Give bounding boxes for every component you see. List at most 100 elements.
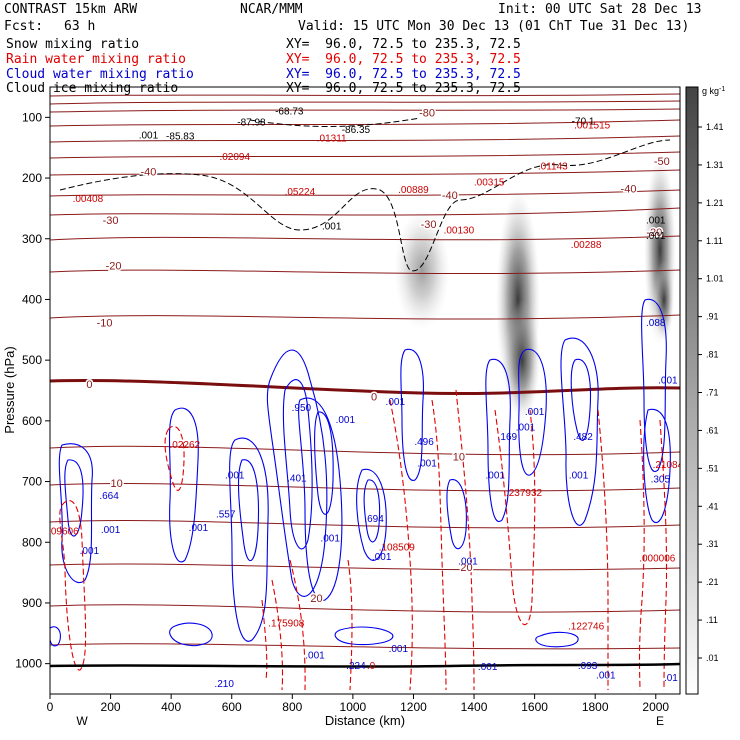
temperature-label: -40 bbox=[442, 190, 458, 202]
extremum-label: .001 bbox=[225, 470, 245, 481]
y-tick-label: 900 bbox=[22, 596, 42, 610]
extremum-label: -70.1 bbox=[572, 116, 595, 127]
x-tick-label: 2000 bbox=[642, 700, 669, 714]
extremum-label: .05224 bbox=[285, 187, 316, 198]
temperature-label: -80 bbox=[419, 107, 435, 119]
temperature-label: -20 bbox=[646, 227, 662, 239]
colorbar-tick-label: .91 bbox=[706, 312, 719, 322]
colorbar-tick-label: .61 bbox=[706, 425, 719, 435]
y-tick-label: 600 bbox=[22, 414, 42, 428]
extremum-label: .108509 bbox=[379, 542, 416, 553]
extremum-label: .950 bbox=[292, 403, 312, 414]
extremum-label: .694 bbox=[364, 514, 384, 525]
snow-shading bbox=[394, 155, 676, 420]
x-tick-label: 200 bbox=[101, 700, 121, 714]
extremum-label: .21084 bbox=[653, 460, 684, 471]
x-tick-label: 1400 bbox=[461, 700, 488, 714]
temperature-label: -10 bbox=[97, 318, 113, 330]
colorbar: 1.41 1.31 1.21 1.11 1.01 .91 .81 .71 .61 .51 .41 .3… bbox=[685, 86, 725, 695]
field-xy-snow: XY= 96.0, 72.5 to 235.3, 72.5 bbox=[286, 37, 521, 52]
colorbar-tick-label: .71 bbox=[706, 388, 719, 398]
colorbar-tick-label: 1.31 bbox=[706, 160, 724, 170]
extremum-label: .088 bbox=[646, 318, 666, 329]
y-tick-label: 200 bbox=[22, 171, 42, 185]
extremum-label: .122746 bbox=[568, 621, 605, 632]
extremum-label: .001 bbox=[320, 533, 340, 544]
extremum-label: .001 bbox=[458, 556, 478, 567]
extremum-label: .305 bbox=[651, 475, 671, 486]
cloud-ice-contour bbox=[59, 139, 671, 272]
x-tick-label: 0 bbox=[47, 700, 54, 714]
colorbar-units: g kg-1 bbox=[702, 86, 725, 96]
colorbar-tick-label: 1.01 bbox=[706, 274, 724, 284]
temperature-label: -20 bbox=[106, 260, 122, 272]
extremum-label: .001 bbox=[417, 459, 437, 470]
extremum-label: .001 bbox=[478, 662, 498, 673]
field-name-cloud-water: Cloud water mixing ratio bbox=[6, 67, 194, 82]
forecast-hours: 63 h bbox=[64, 19, 96, 34]
extremum-label: .001 bbox=[386, 397, 406, 408]
extremum-label: -85.83 bbox=[166, 132, 195, 143]
extremum-label: .00889 bbox=[398, 185, 429, 196]
x-tick-label: 800 bbox=[282, 700, 302, 714]
colorbar-tick-label: .41 bbox=[706, 501, 719, 511]
extremum-label: .001 bbox=[646, 231, 666, 242]
extremum-label: .175908 bbox=[268, 618, 305, 629]
x-tick-label: 400 bbox=[161, 700, 181, 714]
y-tick-label: 300 bbox=[22, 232, 42, 246]
y-tick-label: 400 bbox=[22, 292, 42, 306]
extremum-label: .0 bbox=[367, 661, 376, 672]
extremum-label: .093 bbox=[578, 661, 598, 672]
temperature-label: -40 bbox=[621, 183, 637, 195]
field-xy-cloud-water: XY= 96.0, 72.5 to 235.3, 72.5 bbox=[286, 67, 521, 82]
extremum-label: .01143 bbox=[538, 161, 568, 172]
temperature-label: 0 bbox=[86, 379, 92, 391]
extremum-label: .001 bbox=[336, 415, 356, 426]
extremum-label: .169 bbox=[498, 432, 518, 443]
field-name-rain: Rain water mixing ratio bbox=[6, 52, 187, 67]
temperature-label: 0 bbox=[371, 392, 377, 404]
y-tick-label: 100 bbox=[22, 110, 42, 124]
temperature-labels: -80-80-40-40-40-50-30-30-20-20-100010102… bbox=[85, 106, 671, 607]
extremum-label: .001 bbox=[525, 407, 545, 418]
extremum-label: .001 bbox=[596, 671, 616, 682]
extremum-label: .496 bbox=[414, 437, 434, 448]
field-name-cloud-ice: Cloud ice mixing ratio bbox=[6, 81, 179, 96]
x-tick-label: 600 bbox=[222, 700, 242, 714]
x-tick-label: 1600 bbox=[521, 700, 548, 714]
y-tick-label: 700 bbox=[22, 475, 42, 489]
extremum-label: .557 bbox=[216, 510, 236, 521]
x-axis: 0 200 400 600 800 1000 1200 1400 1600 1800 2000 bbox=[47, 694, 669, 714]
extremum-label: .001 bbox=[569, 470, 589, 481]
rain-water-contours bbox=[59, 389, 668, 691]
field-name-snow: Snow mixing ratio bbox=[6, 37, 140, 52]
west-label: W bbox=[76, 714, 88, 728]
temperature-label: 20 bbox=[460, 562, 472, 574]
y-axis: 100 200 300 400 500 600 700 800 900 1000 bbox=[15, 110, 50, 671]
east-label: E bbox=[656, 714, 664, 728]
colorbar-tick-label: .31 bbox=[706, 539, 719, 549]
extremum-label: .482 bbox=[573, 432, 593, 443]
temperature-label: 10 bbox=[453, 452, 465, 464]
cloud-water-contours bbox=[50, 298, 671, 648]
extremum-label: .00288 bbox=[571, 240, 602, 251]
x-tick-label: 1000 bbox=[340, 700, 367, 714]
extremum-label: .237932 bbox=[506, 488, 543, 499]
extremum-label: .001 bbox=[101, 525, 121, 536]
extremum-label: -68.73 bbox=[275, 107, 304, 118]
extremum-label: .001 bbox=[516, 422, 536, 433]
extremum-label: .224 bbox=[346, 661, 366, 672]
extremum-label: -86.35 bbox=[342, 125, 371, 136]
y-tick-label: 500 bbox=[22, 353, 42, 367]
extremum-label: .02262 bbox=[169, 440, 200, 451]
extremum-label: .001 bbox=[372, 552, 392, 563]
extremum-label: .001 bbox=[646, 215, 666, 226]
model-title: CONTRAST 15km ARW bbox=[4, 2, 138, 17]
extremum-label: .664 bbox=[99, 491, 119, 502]
extremum-label: .00315 bbox=[474, 178, 505, 189]
x-axis-label: Distance (km) bbox=[325, 713, 405, 728]
extremum-label: .001 bbox=[189, 523, 209, 534]
colorbar-tick-label: 1.21 bbox=[706, 198, 724, 208]
extremum-label: .01311 bbox=[317, 133, 347, 144]
